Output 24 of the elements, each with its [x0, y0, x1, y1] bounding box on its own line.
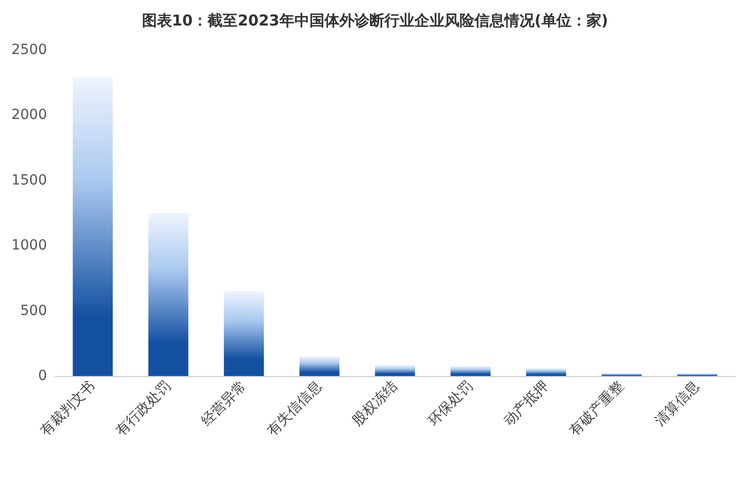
bar	[450, 366, 491, 376]
bar	[224, 291, 264, 376]
y-tick-label: 0	[38, 368, 47, 384]
bar	[602, 373, 642, 376]
y-tick-label: 1000	[11, 238, 47, 254]
x-tick-label: 经营异常	[198, 378, 250, 430]
bar	[526, 368, 566, 376]
chart-title: 图表10：截至2023年中国体外诊断行业企业风险信息情况(单位：家)	[142, 12, 608, 30]
y-tick-label: 1500	[11, 172, 47, 188]
y-tick-label: 2000	[11, 107, 47, 124]
bar	[299, 356, 340, 376]
x-tick-label: 有行政处罚	[113, 378, 174, 440]
bar	[677, 373, 718, 376]
x-tick-label: 股权冻结	[350, 378, 401, 430]
x-tick-label: 有失信信息	[264, 378, 326, 440]
x-tick-label: 环保处罚	[425, 378, 476, 430]
x-tick-label: 有破产重整	[566, 378, 628, 440]
y-tick-label: 2500	[11, 42, 47, 58]
bar	[148, 213, 188, 376]
bar	[72, 77, 113, 376]
x-tick-label: 清算信息	[652, 378, 703, 430]
x-tick-label: 动产抵押	[500, 378, 552, 430]
bar	[375, 365, 415, 376]
y-tick-label: 500	[20, 302, 47, 319]
